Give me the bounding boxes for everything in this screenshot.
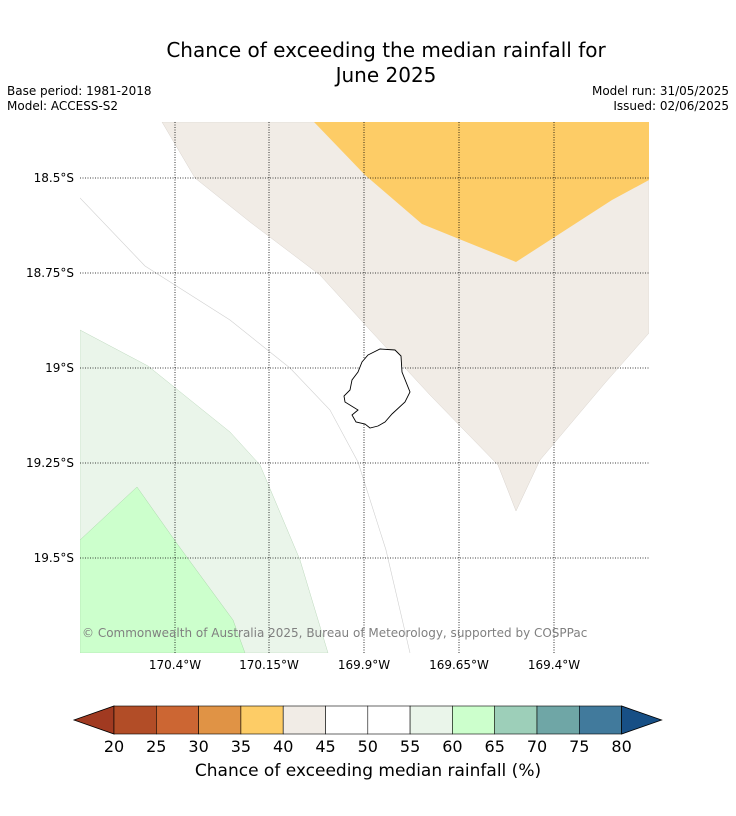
lon-label: 170.15°W [239, 658, 299, 672]
colorbar-segment [325, 705, 369, 735]
lat-label: 19.25°S [26, 456, 74, 470]
region-60-65 [80, 486, 246, 653]
contour-line-1 [80, 197, 411, 653]
map-title-line1: Chance of exceeding the median rainfall … [166, 38, 606, 62]
colorbar-tick-label: 55 [400, 737, 420, 756]
colorbar-tick-label: 20 [104, 737, 124, 756]
meta-right: Model run: 31/05/2025 Issued: 02/06/2025 [592, 84, 729, 114]
lon-label: 170.4°W [149, 658, 201, 672]
colorbar-tick-label: 30 [188, 737, 208, 756]
niue-island-outline [343, 348, 411, 429]
colorbar-tick-label: 45 [315, 737, 335, 756]
map-title: Chance of exceeding the median rainfall … [0, 38, 736, 88]
model-run-text: Model run: 31/05/2025 [591, 84, 729, 98]
base-period-text: Base period: 1981-2018 [7, 84, 152, 98]
map-title-line2: June 2025 [335, 63, 437, 87]
lat-label: 19°S [45, 361, 74, 375]
issued-text: Issued: 02/06/2025 [613, 99, 729, 113]
colorbar-segment [409, 705, 453, 735]
lon-label: 169.4°W [528, 658, 580, 672]
colorbar: 20 25 30 35 40 45 50 55 60 65 70 75 80 [72, 705, 663, 756]
colorbar-segment [240, 705, 284, 735]
colorbar-segment [452, 705, 495, 735]
lon-label: 169.9°W [338, 658, 390, 672]
colorbar-tick-label: 75 [569, 737, 589, 756]
colorbar-tick-label: 70 [527, 737, 547, 756]
colorbar-segment [113, 705, 157, 735]
copyright-text: © Commonwealth of Australia 2025, Bureau… [82, 626, 587, 640]
colorbar-segment [367, 705, 411, 735]
colorbar-segment [156, 705, 199, 735]
colorbar-label: Chance of exceeding median rainfall (%) [194, 761, 542, 781]
colorbar-tick-label: 60 [442, 737, 462, 756]
colorbar-tick-label: 50 [358, 737, 378, 756]
region-35-40 [314, 122, 649, 262]
colorbar-segment [282, 705, 326, 735]
colorbar-tick-label: 80 [611, 737, 631, 756]
meta-left: Base period: 1981-2018 Model: ACCESS-S2 [7, 84, 152, 114]
model-text: Model: ACCESS-S2 [7, 99, 119, 113]
colorbar-tick-label: 35 [231, 737, 251, 756]
colorbar-extend-high [621, 705, 663, 735]
lat-label: 18.5°S [34, 171, 74, 185]
colorbar-extend-low [72, 705, 115, 735]
colorbar-segment [494, 705, 538, 735]
map-area [80, 122, 649, 653]
lat-label: 18.75°S [26, 266, 74, 280]
colorbar-segment [536, 705, 580, 735]
lat-label: 19.5°S [34, 551, 74, 565]
colorbar-tick-label: 65 [485, 737, 505, 756]
colorbar-segment [198, 705, 242, 735]
colorbar-segment [578, 705, 622, 735]
colorbar-tick-label: 40 [273, 737, 293, 756]
lon-label: 169.65°W [429, 658, 489, 672]
colorbar-tick-label: 25 [146, 737, 166, 756]
